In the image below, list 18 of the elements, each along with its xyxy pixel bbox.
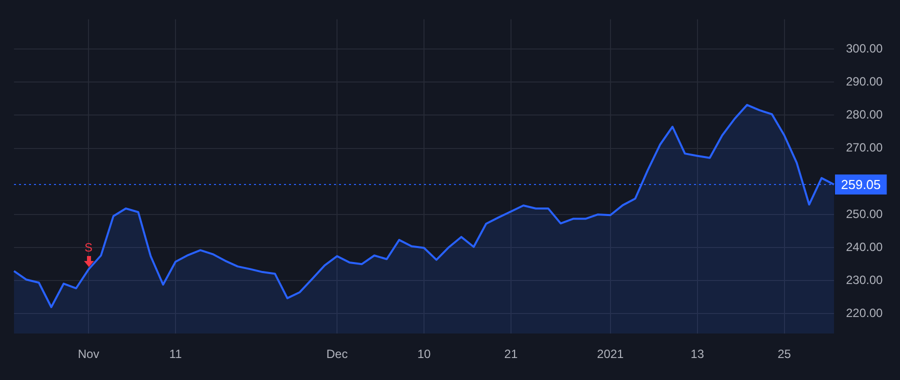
x-tick-label: 2021 (597, 347, 624, 362)
x-tick-label: 11 (169, 347, 182, 362)
y-tick-label: 270.00 (846, 140, 884, 155)
y-tick-label: 240.00 (846, 240, 884, 254)
y-tick-label: 300.00 (846, 41, 884, 56)
y-tick-label: 290.00 (846, 74, 884, 88)
x-tick-label: 10 (417, 347, 431, 362)
x-tick-label: 21 (504, 347, 518, 362)
y-tick-label: 230.00 (846, 272, 884, 287)
x-tick-label: Nov (78, 347, 100, 362)
ref-line-label: 259.05 (841, 177, 881, 192)
y-tick-label: 250.00 (846, 206, 884, 221)
annotation: S (84, 240, 93, 255)
y-tick-label: 280.00 (846, 107, 884, 122)
x-tick-label: Dec (326, 347, 348, 362)
x-tick-label: 25 (778, 347, 792, 362)
y-tick-label: 220.00 (846, 306, 884, 320)
x-tick-label: 13 (690, 347, 704, 362)
